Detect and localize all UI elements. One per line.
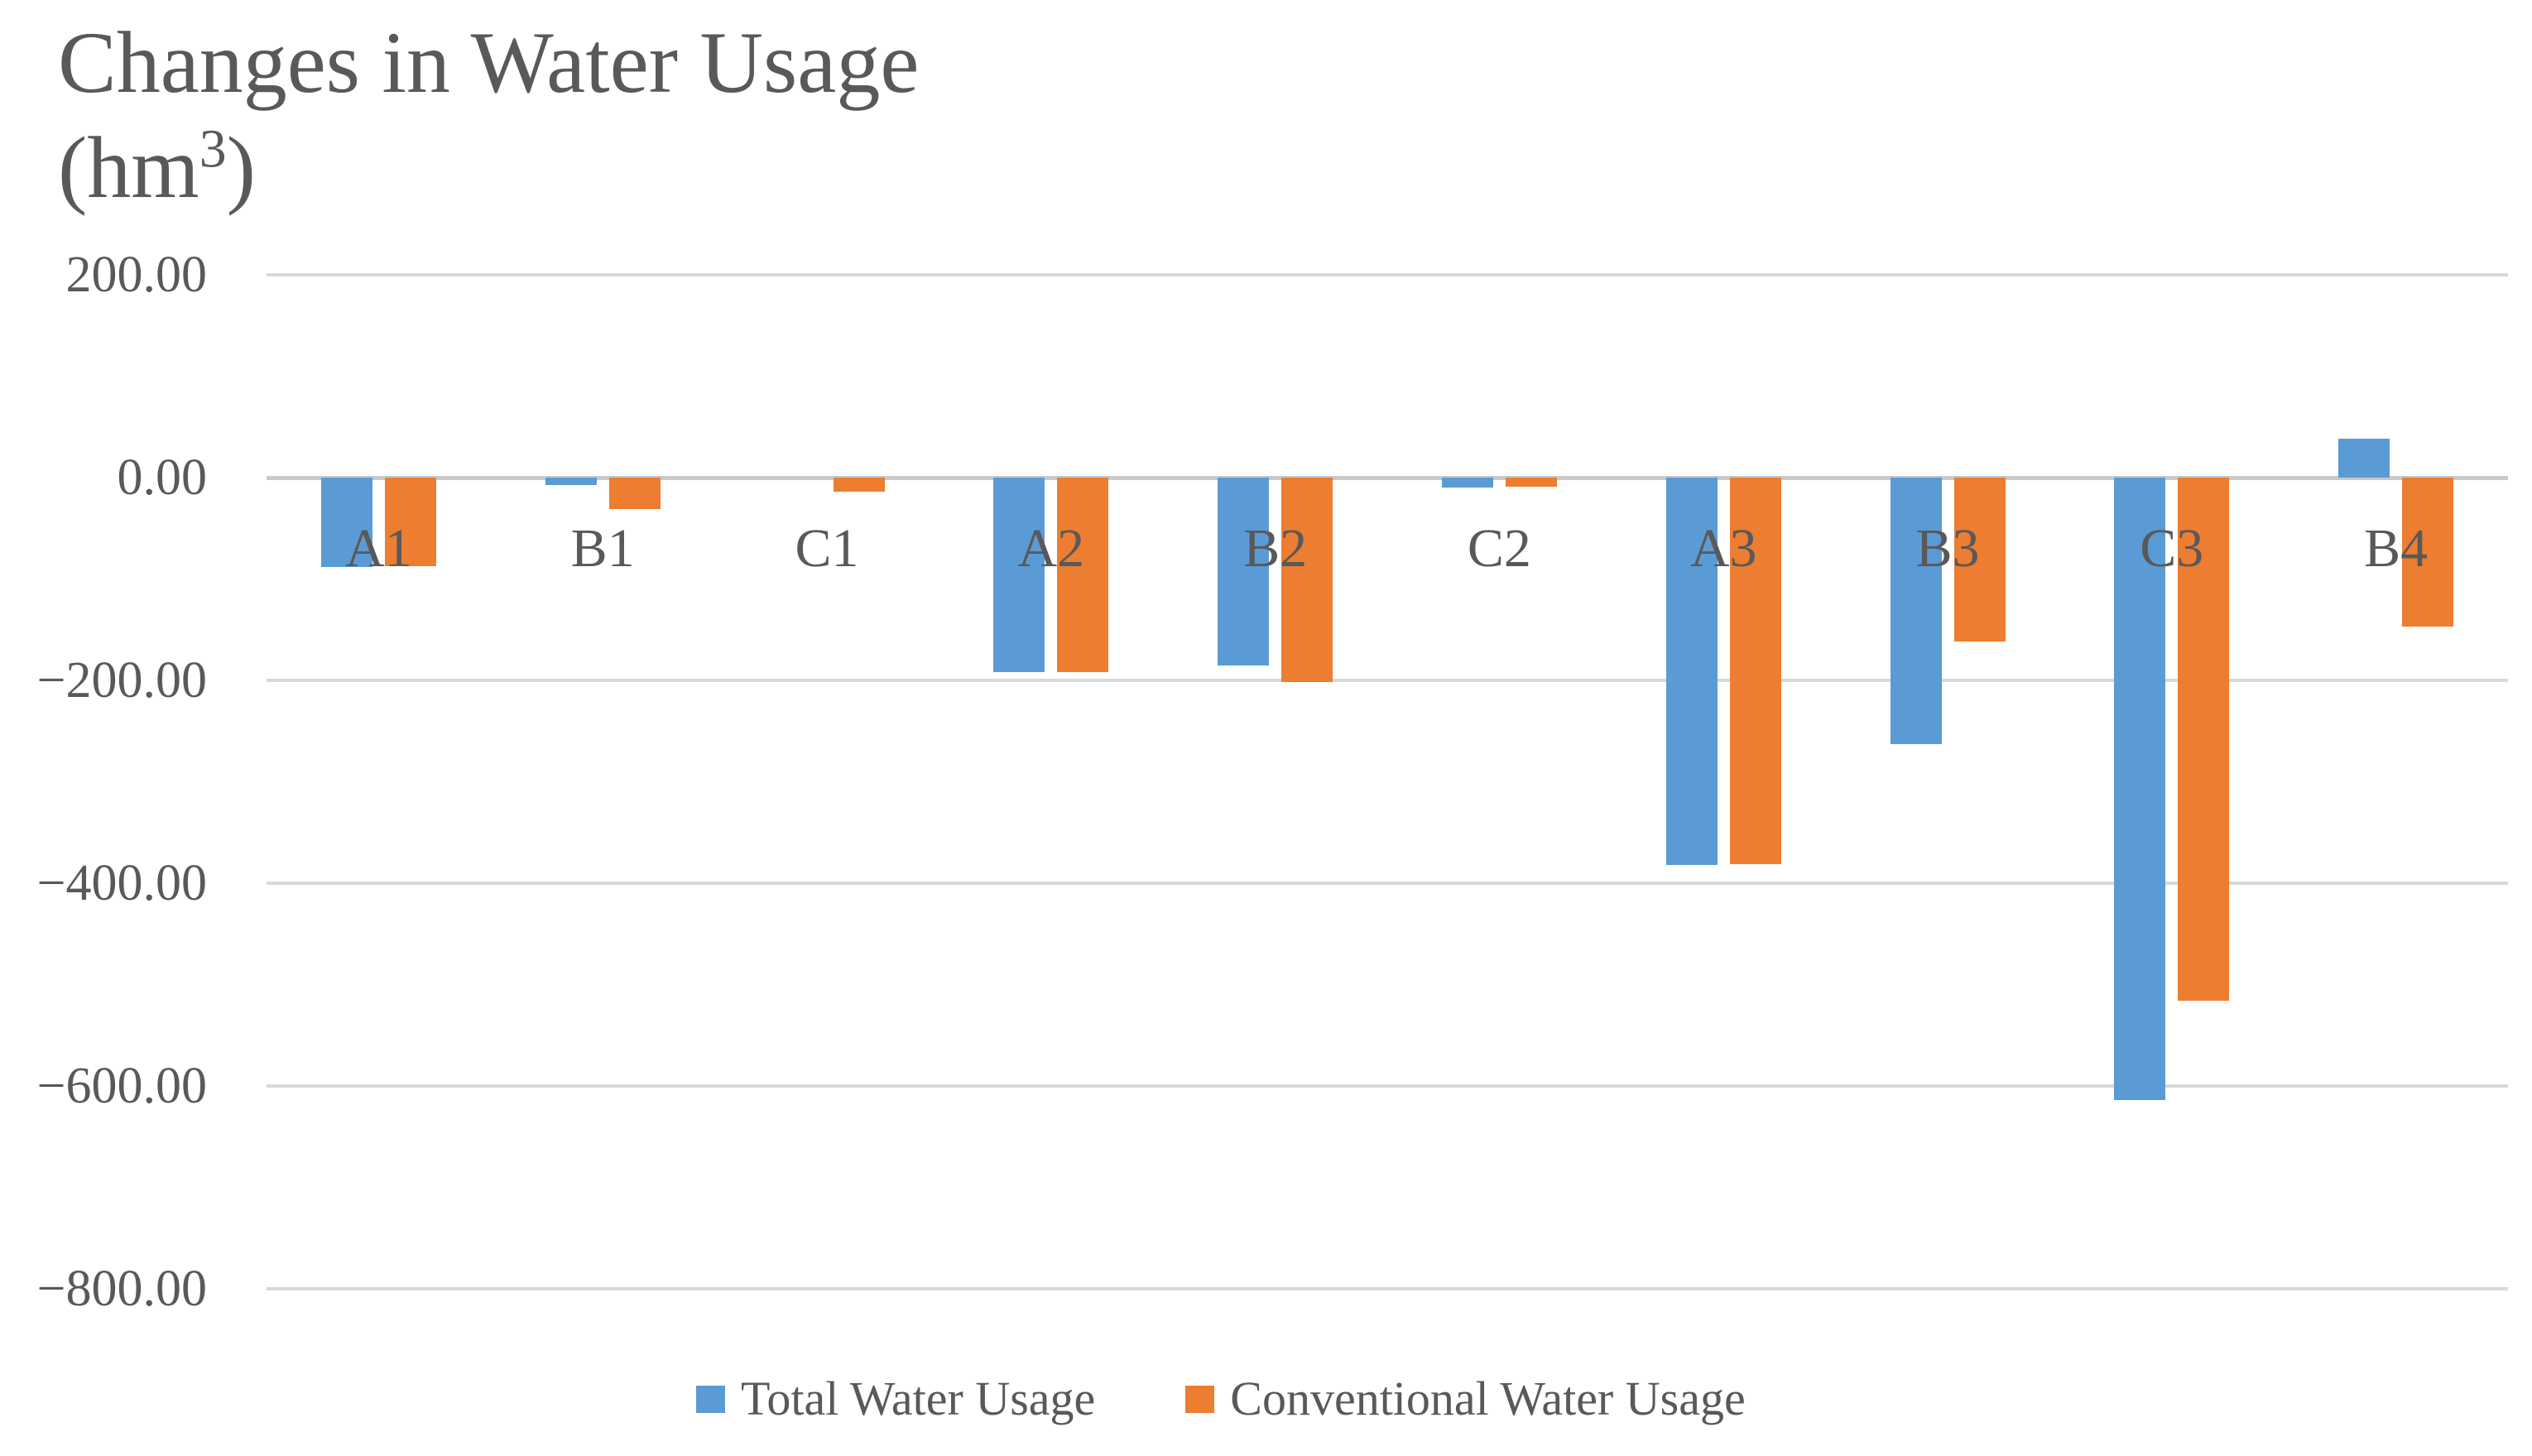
category-label-A2: A2 [1017, 518, 1085, 579]
bar-total-A2 [993, 478, 1045, 673]
category-label-C2: C2 [1467, 518, 1531, 579]
chart-title-line2: (hm3) [58, 118, 256, 216]
bar-conventional-A1 [384, 478, 436, 566]
y-tick-label: 0.00 [117, 449, 208, 506]
category-label-C3: C3 [2140, 518, 2204, 579]
category-label-C1: C1 [795, 518, 859, 579]
bar-conventional-C2 [1505, 478, 1557, 488]
bar-conventional-C1 [833, 478, 885, 493]
bar-total-B3 [1890, 478, 1942, 745]
chart-title: Changes in Water Usage (hm3) [58, 10, 919, 220]
category-label-A3: A3 [1689, 518, 1757, 579]
y-tick-label: −800.00 [36, 1261, 207, 1317]
gridline [267, 1287, 2508, 1290]
legend-item: Conventional Water Usage [1185, 1370, 1746, 1428]
legend: Total Water Usage Conventional Water Usag… [696, 1364, 1746, 1434]
category-label-B3: B3 [1915, 518, 1980, 579]
bar-total-C2 [1441, 478, 1493, 488]
bar-total-C3 [2114, 478, 2166, 1101]
bar-total-B2 [1218, 478, 1270, 666]
bar-conventional-B2 [1281, 478, 1333, 683]
category-label-B4: B4 [2364, 518, 2429, 579]
legend-label: Conventional Water Usage [1230, 1372, 1746, 1425]
bar-total-A3 [1665, 478, 1718, 865]
gridline [267, 273, 2508, 276]
category-label-A1: A1 [345, 518, 412, 579]
y-tick-label: −200.00 [36, 652, 207, 709]
bar-conventional-C3 [2178, 478, 2230, 1002]
category-label-B2: B2 [1243, 518, 1308, 579]
bar-conventional-A2 [1057, 478, 1109, 673]
bar-conventional-B3 [1953, 478, 2006, 642]
zero-gridline [267, 476, 2508, 480]
y-tick-label: −600.00 [36, 1058, 207, 1114]
y-tick-label: 200.00 [65, 247, 208, 303]
bar-total-B1 [545, 478, 597, 485]
legend-label: Total Water Usage [741, 1372, 1096, 1425]
legend-item: Total Water Usage [696, 1370, 1095, 1428]
legend-swatch-icon [1185, 1385, 1215, 1413]
bar-conventional-B1 [608, 478, 661, 509]
category-label-B1: B1 [570, 518, 635, 579]
gridline [267, 1084, 2508, 1088]
legend-swatch-icon [696, 1385, 725, 1413]
gridline [267, 882, 2508, 885]
gridline [267, 679, 2508, 682]
bar-conventional-B4 [2402, 478, 2454, 627]
bar-conventional-A3 [1729, 478, 1781, 864]
bar-total-B4 [2338, 439, 2390, 478]
chart-title-line1: Changes in Water Usage [58, 14, 920, 111]
bar-total-A1 [320, 478, 372, 567]
y-tick-label: −400.00 [36, 855, 207, 911]
